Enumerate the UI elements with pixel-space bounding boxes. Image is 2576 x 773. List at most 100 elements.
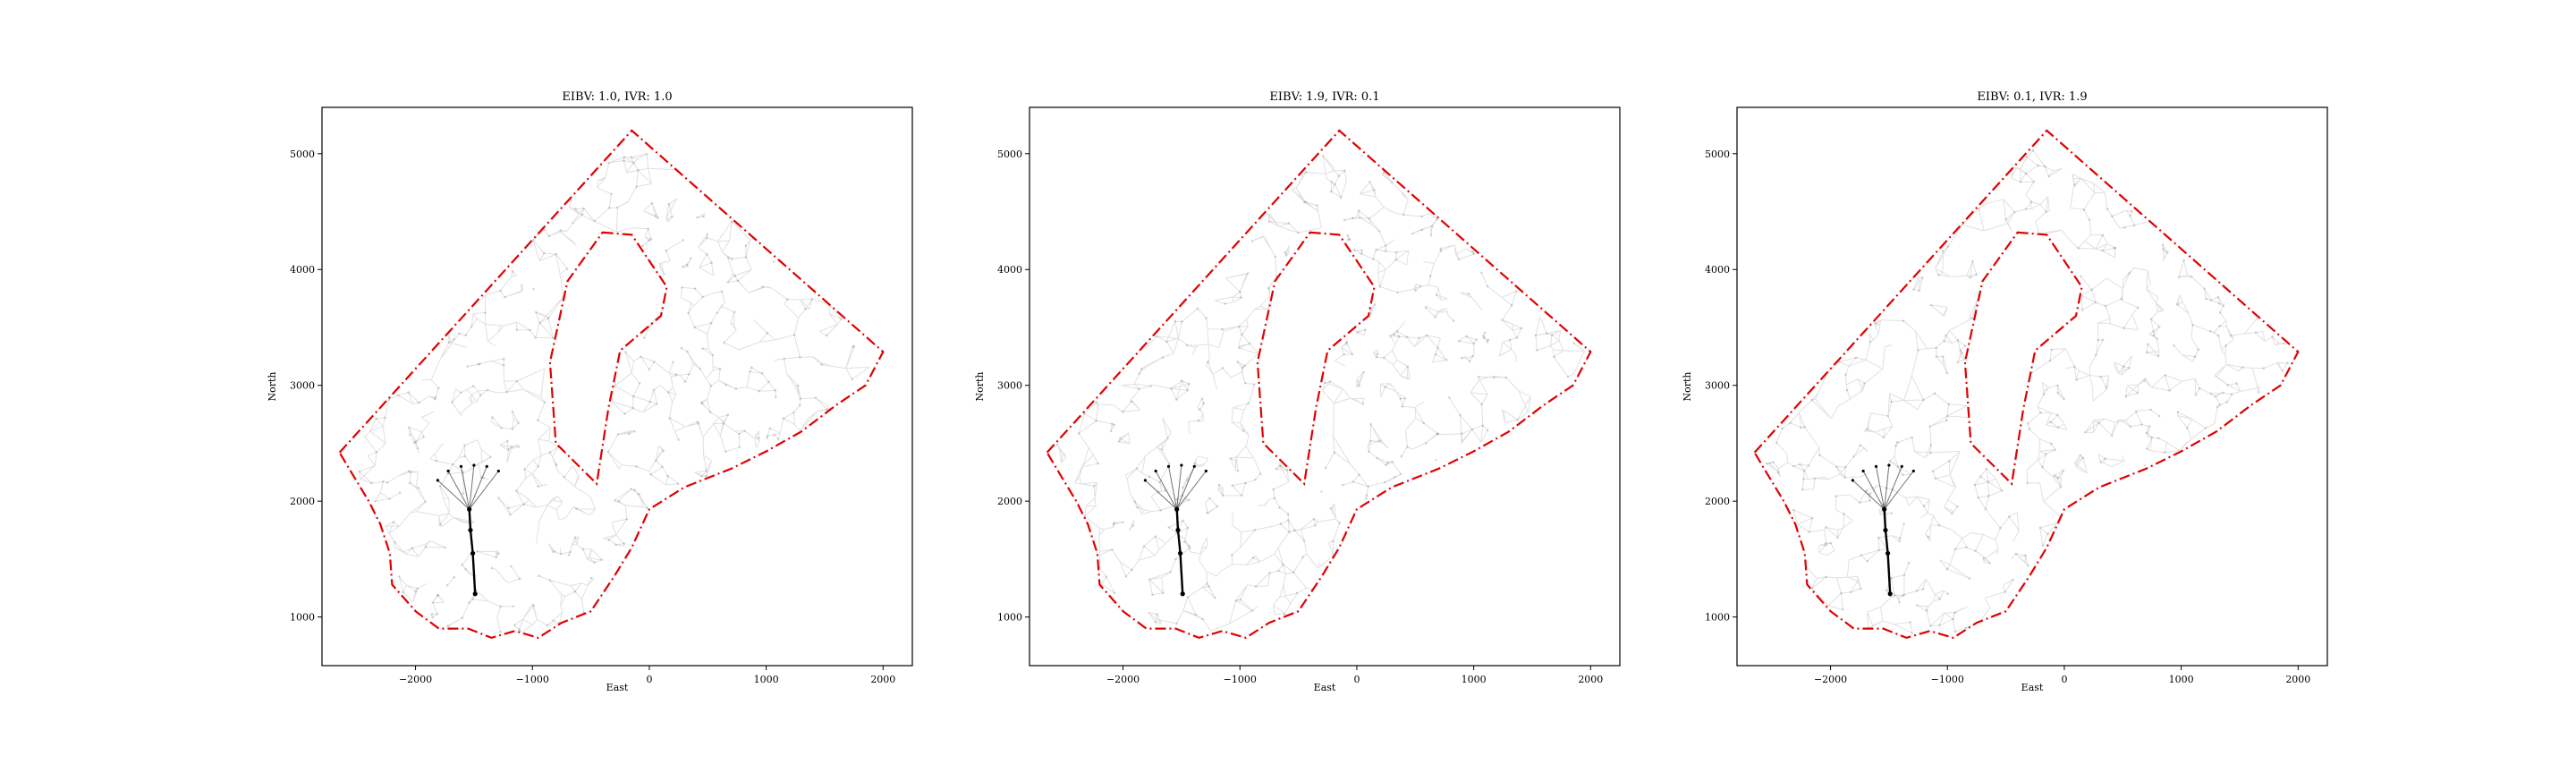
subplot-1-path-node: [555, 463, 558, 466]
subplot-2-path-node: [1457, 339, 1461, 343]
subplot-2-path-node: [1330, 181, 1334, 183]
subplot-2-path-node: [1545, 332, 1548, 335]
subplot-3-candidate-line: [1884, 466, 1902, 510]
subplot-3-path-node: [2131, 209, 2133, 213]
subplot-1-path-node: [767, 380, 770, 384]
subplot-1-path-node: [453, 575, 456, 579]
subplot-1-path-node: [375, 451, 378, 454]
subplot-3-path-node: [1807, 464, 1810, 467]
subplot-3-path-node: [1789, 421, 1792, 424]
subplot-2-path-node: [1277, 569, 1280, 573]
subplot-3-path-node: [1953, 630, 1957, 633]
subplot-1-path-node: [515, 379, 519, 383]
subplot-3-path-node: [2145, 431, 2148, 435]
subplot-1-path-node: [394, 540, 396, 544]
subplot-3-trajectory: [1883, 509, 1892, 594]
subplot-2-path-node: [1394, 251, 1398, 254]
subplot-1-path-node: [738, 432, 741, 436]
subplot-2-path-node: [1095, 419, 1097, 422]
subplot-1-path-node: [690, 257, 692, 259]
subplot-2-path-node: [1333, 451, 1336, 454]
subplot-1-path-node: [606, 450, 610, 454]
subplot-1-path-node: [648, 239, 650, 242]
subplot-2-path-node: [1369, 422, 1372, 426]
subplot-3-path-node: [1929, 451, 1932, 454]
subplot-1-path-node: [792, 411, 795, 414]
subplot-3-path-node: [1902, 473, 1904, 477]
subplot-3-path-node: [2062, 469, 2065, 472]
subplot-3-path-node: [1963, 344, 1967, 347]
subplot-3-path-node: [2054, 448, 2056, 452]
subplot-2-path-node: [1283, 612, 1286, 616]
subplot-3-path-node: [1956, 361, 1960, 364]
subplot-1-path-node: [413, 441, 416, 444]
subplot-2-path-node: [1185, 344, 1189, 347]
subplot-1-path-node: [537, 485, 539, 488]
subplot-2-path-node: [1390, 181, 1394, 184]
subplot-3-path-node: [2024, 554, 2027, 556]
subplot-1-path-node: [766, 437, 768, 439]
subplot-2-path-node: [1434, 316, 1436, 319]
subplot-2-path-node: [1175, 398, 1178, 402]
subplot-3-path-node: [1868, 492, 1871, 496]
subplot-3-path-node: [2208, 330, 2212, 333]
subplot-1-path-node: [490, 566, 494, 570]
subplot-2-x-tick-label: 2000: [1578, 674, 1603, 685]
subplot-1-candidate-line: [469, 466, 487, 510]
subplot-3-path-node: [1921, 276, 1924, 279]
subplot-2-path-node: [1329, 507, 1332, 510]
subplot-2-path-node: [1480, 403, 1483, 406]
subplot-2-path-node: [1186, 596, 1190, 599]
subplot-3-path-node: [2106, 208, 2109, 210]
subplot-1-path-node: [416, 446, 419, 450]
subplot-1-path-node: [623, 412, 626, 416]
subplot-3-path-node: [1945, 334, 1947, 337]
subplot-3-path-node: [2157, 437, 2160, 440]
subplot-2-path-node: [1385, 463, 1387, 467]
subplot-1-path-node: [407, 470, 411, 472]
subplot-1-path-node: [408, 481, 411, 484]
subplot-1-path-node: [625, 518, 629, 521]
subplot-2-path-node: [1376, 456, 1378, 460]
subplot-1-path-node: [436, 612, 439, 616]
subplot-3-path-node: [2056, 426, 2060, 429]
subplot-3-path-node: [2129, 214, 2131, 217]
subplot-1-path-node: [499, 289, 502, 293]
subplot-3-path-node: [1818, 454, 1821, 457]
subplot-2-path-node: [1206, 512, 1209, 514]
subplot-3-trajectory-point: [1882, 506, 1887, 512]
subplot-3-path-node: [2146, 447, 2148, 450]
subplot-1-path-node: [522, 503, 525, 505]
subplot-2-path-node: [1358, 384, 1360, 387]
subplot-1-path-node: [387, 398, 391, 401]
subplot-3-path-node: [2099, 461, 2102, 463]
subplot-2-trajectory-point: [1175, 527, 1181, 533]
subplot-2-path-node: [1373, 188, 1376, 191]
subplot-2-path-node: [1312, 517, 1316, 521]
subplot-2-path-node: [1279, 522, 1283, 525]
subplot-1-path-node: [749, 370, 751, 373]
subplot-3-path-node: [1829, 541, 1833, 545]
subplot-2: EIBV: 1.9, IVR: 0.1 −2000 −1000 0 1000 2000 …: [974, 90, 1621, 693]
subplot-3-path-node: [2241, 366, 2244, 369]
subplot-3-path-node: [2004, 590, 2007, 593]
subplot-2-path-node: [1241, 333, 1243, 336]
subplot-2-y-axis-label: North: [974, 371, 986, 401]
subplot-2-path-node: [1468, 360, 1471, 363]
subplot-2-path-node: [1282, 563, 1284, 565]
subplot-1-path-node: [616, 206, 619, 209]
subplot-2-path-node: [1439, 247, 1442, 251]
subplot-2-x-tick-label: −2000: [1106, 674, 1140, 685]
subplot-2-path-node: [1406, 446, 1409, 448]
subplot-3-path-node: [2218, 325, 2221, 327]
subplot-2-path-node: [1188, 382, 1191, 386]
subplot-1-path-node: [702, 215, 705, 218]
subplot-2-path-node: [1302, 539, 1306, 542]
subplot-1-path-node: [438, 523, 442, 526]
subplot-1-path-node: [726, 256, 730, 259]
subplot-2-y-tick-label: 2000: [997, 496, 1022, 507]
subplot-3-plot-area: [1753, 129, 2300, 640]
subplot-1-path-node: [799, 356, 801, 359]
subplot-1-path-node: [840, 318, 843, 320]
subplot-1-path-node: [515, 328, 519, 331]
